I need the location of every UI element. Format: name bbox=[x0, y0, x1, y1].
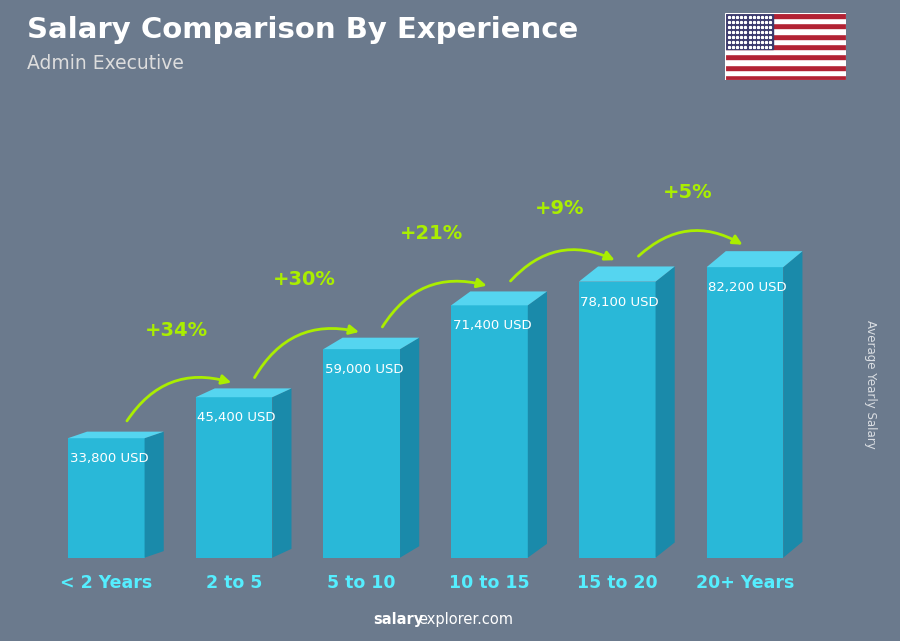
Polygon shape bbox=[655, 267, 675, 558]
Text: 71,400 USD: 71,400 USD bbox=[453, 319, 531, 333]
Text: Salary Comparison By Experience: Salary Comparison By Experience bbox=[27, 16, 578, 44]
Bar bbox=[724, 33, 846, 38]
Polygon shape bbox=[323, 349, 400, 558]
Bar bbox=[724, 70, 846, 75]
Text: +21%: +21% bbox=[400, 224, 464, 243]
Polygon shape bbox=[400, 338, 419, 558]
Text: +5%: +5% bbox=[662, 183, 712, 203]
Bar bbox=[724, 75, 846, 80]
Text: +34%: +34% bbox=[145, 320, 208, 340]
Bar bbox=[724, 49, 846, 54]
Polygon shape bbox=[706, 267, 783, 558]
Polygon shape bbox=[145, 431, 164, 558]
Polygon shape bbox=[195, 397, 273, 558]
Polygon shape bbox=[273, 388, 292, 558]
Polygon shape bbox=[451, 305, 527, 558]
Polygon shape bbox=[527, 292, 547, 558]
Polygon shape bbox=[323, 338, 419, 349]
Bar bbox=[724, 13, 846, 18]
Text: +9%: +9% bbox=[535, 199, 584, 218]
Text: 33,800 USD: 33,800 USD bbox=[69, 453, 148, 465]
Polygon shape bbox=[579, 281, 655, 558]
Text: 45,400 USD: 45,400 USD bbox=[197, 412, 275, 424]
Bar bbox=[724, 54, 846, 60]
Polygon shape bbox=[579, 267, 675, 281]
Polygon shape bbox=[451, 292, 547, 305]
Text: +30%: +30% bbox=[273, 270, 336, 289]
Bar bbox=[724, 60, 846, 65]
Text: 59,000 USD: 59,000 USD bbox=[325, 363, 403, 376]
Bar bbox=[724, 13, 773, 49]
Bar bbox=[724, 18, 846, 23]
Text: Admin Executive: Admin Executive bbox=[27, 54, 184, 74]
Bar bbox=[724, 44, 846, 49]
Bar bbox=[724, 23, 846, 28]
Text: 78,100 USD: 78,100 USD bbox=[580, 296, 659, 309]
Polygon shape bbox=[783, 251, 803, 558]
Polygon shape bbox=[195, 388, 292, 397]
Polygon shape bbox=[706, 251, 803, 267]
Bar bbox=[724, 65, 846, 70]
Text: salary: salary bbox=[374, 612, 424, 627]
Text: explorer.com: explorer.com bbox=[418, 612, 514, 627]
Text: Average Yearly Salary: Average Yearly Salary bbox=[865, 320, 878, 449]
Bar bbox=[724, 38, 846, 44]
Polygon shape bbox=[68, 438, 145, 558]
Polygon shape bbox=[68, 431, 164, 438]
Text: 82,200 USD: 82,200 USD bbox=[708, 281, 787, 294]
Bar bbox=[724, 28, 846, 33]
